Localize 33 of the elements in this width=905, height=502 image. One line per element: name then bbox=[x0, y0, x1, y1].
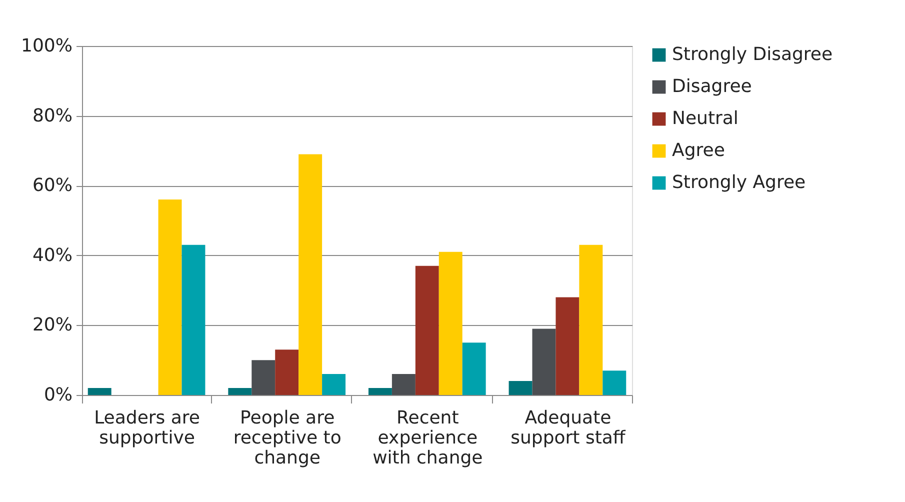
x-tick-label: People are receptive to change bbox=[233, 408, 342, 468]
y-tick-label: 100% bbox=[21, 36, 72, 56]
legend-label: Strongly Agree bbox=[672, 172, 806, 193]
bar bbox=[579, 244, 603, 395]
bar bbox=[182, 244, 206, 395]
bar bbox=[298, 154, 322, 395]
bar bbox=[532, 328, 556, 395]
legend-label: Agree bbox=[672, 140, 725, 161]
bar bbox=[252, 360, 276, 395]
legend-label: Disagree bbox=[672, 76, 752, 97]
x-tick-label: Adequate support staff bbox=[510, 408, 626, 448]
bar bbox=[602, 370, 626, 395]
bar bbox=[368, 388, 392, 395]
legend-label: Strongly Disagree bbox=[672, 44, 833, 65]
bar bbox=[415, 266, 439, 395]
bar bbox=[322, 374, 346, 395]
y-tick-label: 20% bbox=[32, 314, 72, 336]
bar bbox=[88, 388, 112, 395]
bar bbox=[508, 381, 532, 395]
x-tick-label: Recent experience with change bbox=[372, 408, 483, 468]
y-tick-label: 40% bbox=[32, 244, 72, 266]
x-tick-label: Leaders are supportive bbox=[94, 408, 200, 448]
bar bbox=[158, 200, 182, 395]
y-tick-label: 0% bbox=[44, 384, 72, 406]
bar bbox=[556, 297, 580, 395]
legend-label: Neutral bbox=[672, 108, 738, 129]
y-tick-label: 60% bbox=[32, 175, 72, 196]
bar bbox=[275, 350, 299, 395]
bar bbox=[438, 252, 462, 395]
bar bbox=[462, 342, 486, 395]
bar bbox=[392, 374, 416, 395]
y-tick-label: 80% bbox=[32, 105, 72, 126]
bar bbox=[228, 388, 252, 395]
